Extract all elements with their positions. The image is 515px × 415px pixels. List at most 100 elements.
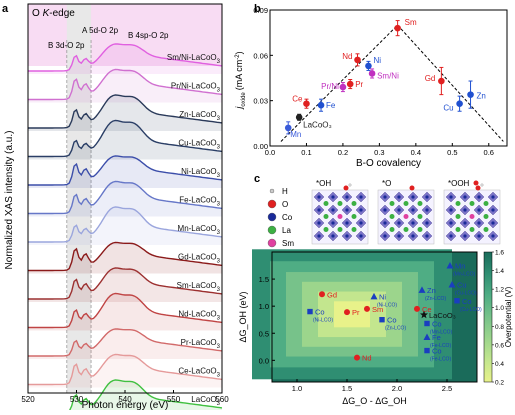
- marker-label-ni: Ni: [379, 292, 386, 301]
- colorbar-tick-label: 0.6: [495, 342, 504, 349]
- co-atom: [359, 195, 363, 199]
- covalency-scatter-chart: b 0.0 0.1 0.2 0.3 0.4 0.5 0.6 0.00 0.03 0.06 0.09 B-…: [234, 3, 508, 169]
- colorbar-tick-label: 0.2: [495, 380, 504, 387]
- point-label-ce: Ce: [292, 95, 303, 104]
- highlight-band: [28, 4, 222, 66]
- legend-label-la: La: [282, 226, 291, 235]
- marker-co-fe-lco: [424, 347, 430, 354]
- co-atom: [345, 195, 349, 199]
- x-tick-label: 560: [215, 395, 229, 404]
- x-axis-label: ΔG_O - ΔG_OH: [342, 396, 407, 406]
- trace-pr-lacoo3: [28, 328, 223, 357]
- x-tick-label: 0.2: [338, 148, 348, 157]
- adsorbate-o2: [473, 180, 479, 186]
- marker-label-co: Co: [387, 316, 397, 325]
- marker-sublabel: (Fe-LCO): [430, 357, 451, 363]
- point-nd: [354, 56, 361, 64]
- structure-o: [377, 185, 435, 245]
- marker-label-lacoo3: LaCoO₃: [429, 311, 456, 320]
- shaded-region: [66, 4, 92, 393]
- trace-fill-zn-lacoo3: [28, 95, 222, 131]
- trace-fill-cu-lacoo3: [28, 120, 222, 160]
- marker-label-co: Co: [462, 297, 472, 306]
- trace-fill-mn-lacoo3: [28, 207, 222, 245]
- co-atom: [345, 221, 349, 225]
- colorbar-tick-label: 1.0: [495, 305, 504, 312]
- co-atom: [425, 234, 429, 238]
- co-atom: [477, 221, 481, 225]
- co-atom: [425, 208, 429, 212]
- a-site-atom: [483, 214, 489, 219]
- y-tick-label: 0.5: [259, 329, 269, 338]
- a-site-atom: [351, 214, 357, 219]
- structure-ooh: [443, 180, 501, 245]
- plot-frame: [269, 9, 508, 147]
- a-site-atom: [469, 214, 475, 219]
- structure-label-o: *O: [382, 179, 391, 188]
- marker-zn-zn-lco: [418, 286, 426, 293]
- colorbar: [483, 251, 493, 383]
- annotation-1: B 3d-O 2p: [48, 41, 85, 50]
- a-site-atom: [417, 227, 423, 232]
- co-atom: [477, 208, 481, 212]
- co-atom: [359, 221, 363, 225]
- adsorbate-h: [480, 183, 484, 187]
- y-tick-label: 0.03: [253, 97, 268, 106]
- x-tick-label: 550: [167, 395, 181, 404]
- a-site-atom: [323, 214, 329, 219]
- co-atom: [383, 195, 387, 199]
- structure-label-oh: *OH: [316, 179, 331, 188]
- co-atom: [449, 234, 453, 238]
- x-tick-label: 2.0: [392, 384, 402, 393]
- co-atom: [331, 221, 335, 225]
- trace-gd-lacoo3: [28, 241, 223, 272]
- marker-label-co: Co: [432, 320, 442, 329]
- co-atom: [411, 195, 415, 199]
- point-label-mn: Mn: [290, 130, 301, 139]
- co-atom: [383, 208, 387, 212]
- y-tick-label: 0.00: [253, 142, 268, 151]
- point-lacoo3: [295, 113, 303, 121]
- marker-label-mn: Mn: [455, 262, 465, 271]
- marker-label-cu: Cu: [457, 281, 467, 290]
- colorbar-tick-label: 1.4: [495, 268, 504, 275]
- a-site-atom: [351, 227, 357, 232]
- a-site-atom: [389, 201, 395, 206]
- point-label-gd: Gd: [425, 74, 436, 83]
- adsorbate-h: [348, 183, 352, 187]
- co-atom: [491, 234, 495, 238]
- point-label-pr: Pr: [355, 80, 363, 89]
- trace-fill-fe-lacoo3: [28, 181, 222, 217]
- point-label-cu: Cu: [443, 104, 453, 113]
- legend-marker-la: [267, 225, 277, 235]
- panel-b: b 0.0 0.1 0.2 0.3 0.4 0.5 0.6 0.00 0.03 0.06 0.09 B-…: [232, 0, 515, 172]
- co-atom: [463, 234, 467, 238]
- marker-label-co: Co: [315, 308, 325, 317]
- co-atom: [383, 234, 387, 238]
- y-tick-label: 1.0: [259, 302, 269, 311]
- y-tick-label: 0.0: [259, 356, 269, 365]
- trace-fill-pr-ni-lacoo3: [28, 69, 222, 103]
- marker-gd: [319, 291, 325, 298]
- marker-label-nd: Nd: [362, 354, 372, 363]
- y-axis-label: ΔG_OH (eV): [238, 291, 248, 342]
- marker-co-mn-lco: [424, 320, 430, 327]
- co-atom: [359, 208, 363, 212]
- x-tick-label: 0.5: [447, 148, 457, 157]
- trace-fill-ce-lacoo3: [28, 354, 222, 388]
- trace-fill-sm-lacoo3: [28, 268, 222, 302]
- legend-label-sm: Sm: [282, 239, 294, 248]
- marker-label-gd: Gd: [327, 290, 337, 299]
- trace-fill-lacoo3: [28, 380, 222, 415]
- marker-sublabel: (Ni-LCO): [377, 302, 397, 308]
- point-label-ni: Ni: [373, 56, 381, 65]
- co-atom: [491, 195, 495, 199]
- trace-fill-sm-ni-lacoo3: [28, 44, 222, 74]
- co-atom: [383, 221, 387, 225]
- panel-letter-c: c: [254, 173, 260, 185]
- point-pr: [346, 80, 354, 88]
- marker-label-ce: Ce: [422, 305, 432, 314]
- co-atom: [317, 195, 321, 199]
- trace-cu-lacoo3: [28, 119, 223, 158]
- point-label-sm-ni: Sm/Ni: [377, 71, 399, 80]
